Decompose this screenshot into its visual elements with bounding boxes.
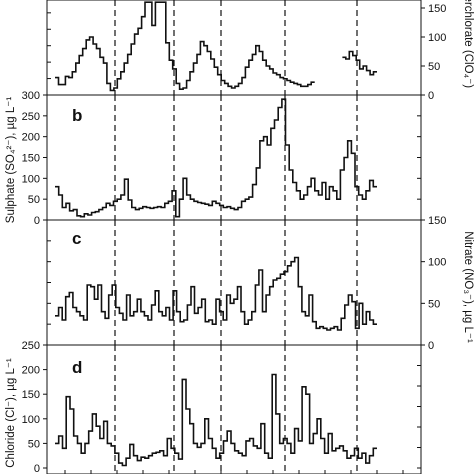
- panel-frame: [46, 0, 422, 96]
- y-tick-label: 100: [22, 414, 40, 426]
- y-tick-label: 150: [22, 153, 40, 165]
- y-tick-label: 200: [22, 132, 40, 144]
- y-tick-label: 150: [22, 389, 40, 401]
- y-tick-label: 0: [428, 340, 434, 352]
- data-series-line: [55, 256, 377, 331]
- y-tick-label: 250: [22, 340, 40, 352]
- panel-frame: [46, 94, 422, 221]
- y-tick-label: 250: [22, 111, 40, 123]
- y-axis-label-chloride: Chloride (Cl⁻), µg L⁻¹: [5, 358, 17, 468]
- y-tick-label: 300: [22, 90, 40, 102]
- panel-frame: [46, 219, 422, 346]
- panel-label-b: b: [72, 106, 82, 125]
- panel-a: 0 50 100 150: [46, 0, 446, 102]
- y-axis-label-sulphate: Sulphate (SO₄²⁻), µg L⁻¹: [5, 97, 17, 224]
- y-tick-label: 100: [428, 257, 446, 269]
- y-tick-label: 100: [22, 173, 40, 185]
- y-axis-label-nitrate: Nitrate (NO₃⁻), µg L⁻¹: [462, 231, 474, 343]
- panel-c: 0 50 100 150: [46, 215, 446, 352]
- y-tick-label: 150: [428, 215, 446, 227]
- panel-label-d: d: [72, 358, 82, 377]
- y-tick-label: 0: [428, 90, 434, 102]
- y-axis-label-perchlorate: Perchlorate (ClO₄⁻): [462, 0, 474, 88]
- data-series-line: [55, 98, 377, 218]
- panel-d: 0 50 100 150 200 250: [22, 340, 422, 474]
- y-tick-label: 0: [34, 215, 40, 227]
- panel-label-c: c: [72, 229, 81, 248]
- y-tick-label: 100: [428, 32, 446, 44]
- panel-frame: [46, 344, 422, 474]
- y-tick-label: 50: [28, 438, 40, 450]
- y-tick-label: 50: [428, 298, 440, 310]
- y-tick-label: 50: [428, 61, 440, 73]
- y-tick-label: 0: [34, 463, 40, 474]
- data-series-line: [55, 373, 377, 467]
- data-series-line: [55, 1, 377, 92]
- y-tick-label: 200: [22, 365, 40, 377]
- y-tick-label: 150: [428, 3, 446, 15]
- y-tick-label: 50: [28, 194, 40, 206]
